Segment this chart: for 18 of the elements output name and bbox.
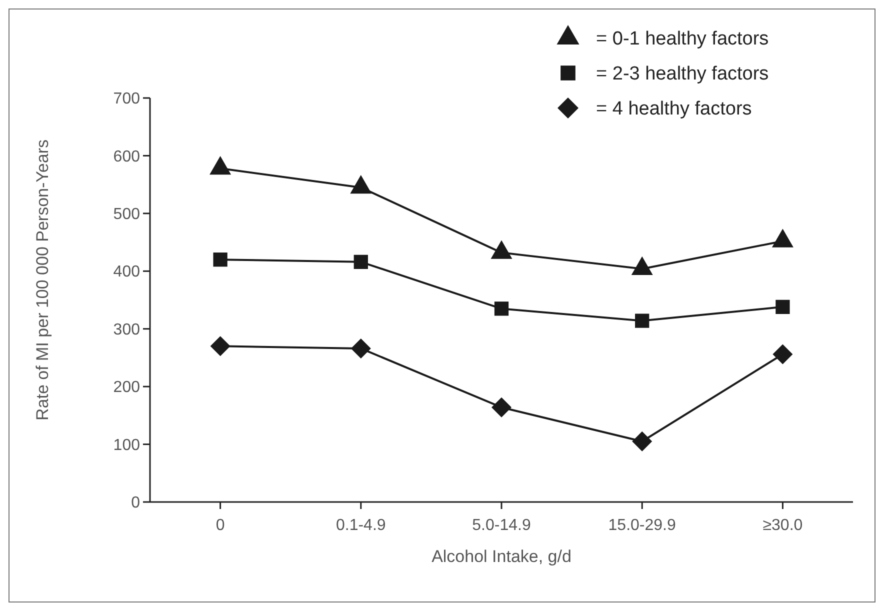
x-tick-label: 0 [216, 517, 225, 534]
x-axis-title: Alcohol Intake, g/d [432, 547, 572, 566]
y-tick-label: 500 [113, 206, 140, 224]
y-tick-label: 100 [113, 436, 140, 454]
x-tick-label: 0.1-4.9 [336, 517, 386, 534]
legend-label: = 4 healthy factors [596, 98, 752, 120]
y-tick-label: 0 [131, 494, 140, 512]
x-tick-label: ≥30.0 [762, 517, 803, 534]
y-tick-label: 300 [113, 321, 140, 338]
y-axis-title: Rate of MI per 100 000 Person-Years [33, 140, 52, 420]
x-tick-label: 15.0-29.9 [608, 517, 676, 534]
legend-label: = 2-3 healthy factors [596, 64, 769, 85]
y-tick-label: 400 [113, 264, 140, 281]
y-tick-label: 600 [113, 148, 140, 166]
y-tick-label: 700 [113, 90, 140, 108]
y-tick-label: 200 [113, 379, 140, 396]
legend-label: = 0-1 healthy factors [596, 28, 769, 50]
x-tick-label: 5.0-14.9 [472, 517, 531, 534]
